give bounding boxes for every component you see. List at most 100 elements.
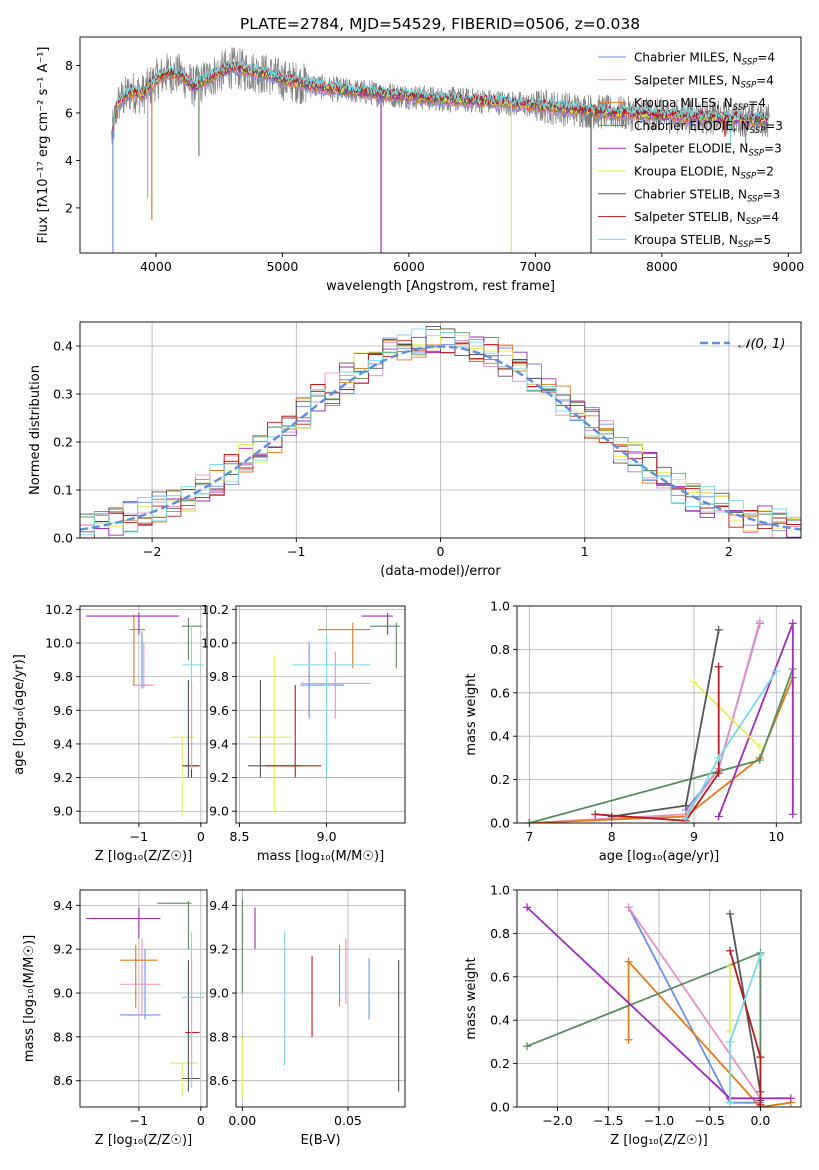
y-axis-label: Flux [fλ10⁻¹⁷ erg cm⁻² s⁻¹ A⁻¹] — [36, 47, 51, 244]
y-tick-label: 8.8 — [53, 1029, 73, 1044]
y-tick-label: 9.2 — [53, 770, 73, 785]
legend-entry: Chabrier MILES, NSSP=4 — [634, 51, 775, 68]
plot-area — [241, 898, 400, 1099]
weight-marker — [756, 1053, 765, 1062]
y-tick-label: 0.2 — [490, 772, 510, 787]
y-tick-label: 8.6 — [209, 1073, 229, 1088]
weight-line — [717, 623, 794, 817]
figure-title: PLATE=2784, MJD=54529, FIBERID=0506, z=0… — [240, 15, 640, 33]
weight-line — [526, 951, 762, 1107]
y-tick-label: 10.2 — [45, 602, 73, 617]
y-tick-label: 0.8 — [490, 642, 510, 657]
x-tick-label: 7000 — [519, 259, 551, 274]
normal-curve — [80, 345, 801, 531]
weight-marker — [714, 812, 723, 821]
errorbar-kroupa-elodie — [248, 654, 292, 812]
weight-marker — [726, 961, 734, 970]
y-tick-label: 0.8 — [490, 926, 510, 941]
y-tick-label: 0.3 — [53, 387, 73, 402]
errorbar-kroupa-miles — [317, 622, 371, 669]
y-tick-label: 6 — [65, 105, 73, 120]
weight-line — [685, 623, 761, 811]
weights-kroupa-elodie — [726, 961, 734, 1036]
y-tick-label: 0.4 — [53, 339, 73, 354]
plot-area — [111, 47, 770, 253]
panel-mass-vs-ebv: 0.00 0.05 8.6 8.8 9.0 9.2 9.4 E(B-V) — [209, 889, 406, 1148]
model-spectrum-kroupa-stelib — [112, 60, 769, 127]
x-axis-label: Z [log₁₀(Z/Z☉)] — [610, 1133, 707, 1148]
weight-marker — [726, 1098, 734, 1107]
x-tick-label: 6000 — [393, 259, 425, 274]
weight-marker — [772, 667, 781, 676]
plot-area — [525, 617, 797, 823]
plot-area — [523, 903, 795, 1107]
axes-frame — [79, 889, 208, 1108]
legend-entry: Chabrier STELIB, NSSP=3 — [634, 187, 780, 204]
x-tick-label: −2.0 — [542, 1113, 572, 1128]
weight-marker — [525, 819, 534, 823]
y-tick-label: 8.6 — [53, 1073, 73, 1088]
x-tick-label: 9.0 — [317, 829, 337, 844]
weight-marker — [681, 801, 690, 810]
x-axis-label: (data-model)/error — [380, 564, 501, 579]
weights-salpeter-miles — [624, 903, 765, 1107]
x-axis-label: mass [log₁₀(M/M☉)] — [257, 849, 384, 864]
weights-kroupa-elodie — [689, 677, 764, 752]
y-axis-label: Normed distribution — [28, 365, 43, 495]
weight-marker — [726, 1037, 734, 1046]
weight-marker — [786, 1094, 795, 1103]
histogram-kroupa-stelib — [80, 328, 801, 538]
errorbar-salpeter-miles — [120, 938, 161, 1015]
y-tick-label: 9.8 — [209, 669, 229, 684]
errorbar-kroupa-stelib — [182, 626, 204, 770]
axes-frame — [79, 605, 208, 824]
x-axis-label: Z [log₁₀(Z/Z☉)] — [95, 849, 192, 864]
x-tick-label: −1 — [130, 829, 148, 844]
x-tick-label: 9 — [690, 829, 698, 844]
legend-entry: Salpeter STELIB, NSSP=4 — [634, 210, 779, 227]
panel-age-vs-Z: −1 0 9.0 9.2 9.4 9.6 9.8 10.0 10.2 Z [log₁₀(Z/Z☉)… — [12, 602, 208, 864]
x-axis-label: E(B-V) — [300, 1133, 340, 1148]
errorbar-salpeter-stelib — [265, 685, 322, 778]
weight-marker — [624, 903, 633, 912]
errorbar-kroupa-stelib — [291, 634, 371, 778]
weight-marker — [714, 662, 723, 671]
y-tick-label: 9.4 — [209, 898, 229, 913]
weight-marker — [726, 946, 734, 955]
legend-entry: Kroupa STELIB, NSSP=5 — [634, 233, 771, 250]
y-tick-label: 9.6 — [209, 703, 229, 718]
weights-salpeter-elodie — [714, 619, 797, 821]
weight-marker — [788, 810, 797, 819]
y-axis-label: mass weight — [464, 957, 479, 1039]
weights-chabrier-stelib — [607, 625, 723, 821]
legend-entry: Kroupa MILES, NSSP=4 — [634, 96, 766, 113]
weight-line — [627, 959, 792, 1107]
x-tick-label: 1 — [581, 544, 589, 559]
x-tick-label: −1 — [130, 1113, 148, 1128]
x-tick-label: −1.5 — [593, 1113, 623, 1128]
panel-mass-weight-vs-Z: −2.0 −1.5 −1.0 −0.5 0.0 0.0 0.2 0.4 0.6 0.8 1.0 Z [… — [464, 883, 802, 1148]
weight-marker — [714, 625, 723, 634]
errorbar-kroupa-miles — [129, 614, 146, 686]
axes-frame — [235, 889, 406, 1108]
errorbar-chabrier-elodie — [157, 900, 192, 950]
legend-entry: Kroupa ELODIE, NSSP=2 — [634, 165, 774, 182]
weights-kroupa-stelib — [726, 951, 765, 1107]
x-tick-label: 0 — [197, 829, 205, 844]
errorbar-kroupa-miles — [120, 944, 158, 1009]
weight-line — [627, 906, 762, 1107]
panel-mass-vs-Z: −1 0 8.6 8.8 9.0 9.2 9.4 Z [log₁₀(Z/Z☉)] mass [l… — [22, 889, 208, 1148]
x-tick-label: 8.5 — [230, 829, 250, 844]
y-tick-label: 9.0 — [209, 986, 229, 1001]
y-tick-label: 0.4 — [490, 1013, 510, 1028]
errorbar-salpeter-elodie — [86, 907, 161, 939]
y-tick-label: 9.4 — [209, 736, 229, 751]
weight-marker — [523, 903, 532, 912]
y-tick-label: 0.0 — [490, 816, 510, 831]
errorbar-chabrier-elodie — [182, 617, 203, 660]
errorbar-salpeter-elodie — [86, 612, 180, 635]
weight-line — [729, 954, 762, 1103]
x-tick-label: 8000 — [646, 259, 678, 274]
x-tick-label: 8 — [608, 829, 616, 844]
